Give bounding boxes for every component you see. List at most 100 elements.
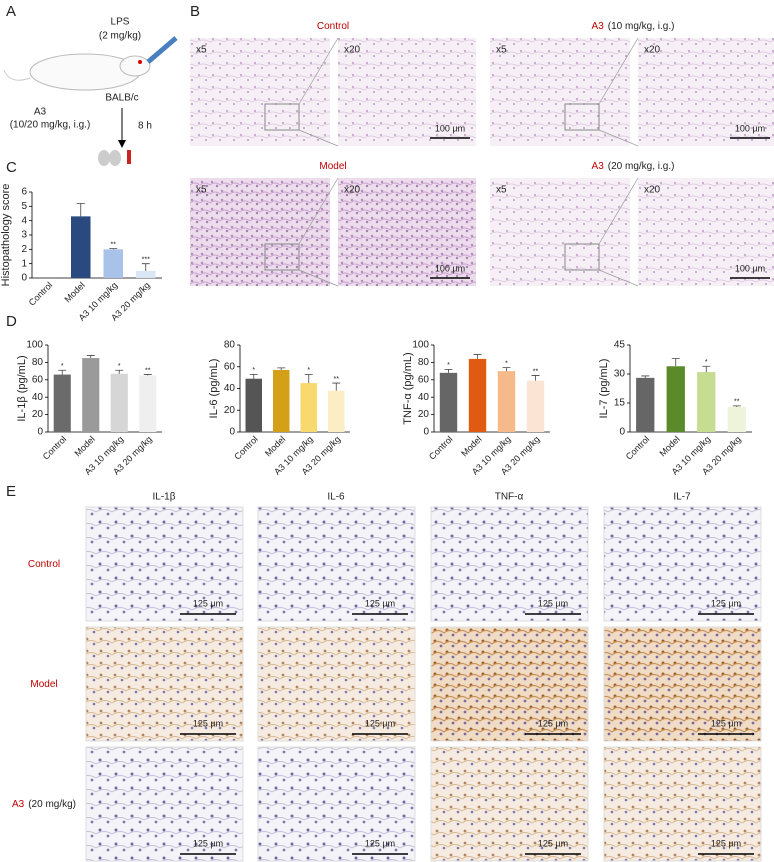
y-axis-label: IL-6 (pg/mL) [208,359,220,419]
bar [245,378,262,432]
syringe [146,36,178,64]
micrograph-low [490,38,630,146]
ihc-image [85,746,244,862]
y-tick-label: 20 [32,409,44,420]
x-tick-label: Model [72,434,96,458]
mag-label: x5 [196,185,207,196]
y-tick-label: 4 [21,215,27,226]
ihc-image [603,626,762,742]
scale-label: 125 µm [711,598,741,608]
panel-label: E [6,483,16,500]
mouse-eye [138,60,142,64]
y-tick-label: 5 [21,201,27,212]
scale-label: 100 µm [735,263,765,273]
x-tick-label: Control [232,434,260,462]
y-tick-label: 0 [619,427,625,438]
mouse-tail [3,69,31,81]
scale-label: 125 µm [365,718,395,728]
error-bar [141,263,150,271]
bar [636,377,655,432]
scale-label: 125 µm [365,838,395,848]
arrow-head [118,140,126,148]
x-tick-label: Model [459,434,483,458]
scale-label: 125 µm [538,838,568,848]
lung-icon [98,150,110,166]
error-bar [671,358,680,367]
significance: * [252,367,255,374]
scale-label: 125 µm [193,598,223,608]
bar [439,372,458,432]
group-name: A3 [592,161,605,172]
error-bar [531,375,540,381]
panel-label: C [6,159,17,176]
panel-a-text: LPS [111,17,130,28]
y-tick-label: 40 [32,392,44,403]
group-title: Model [319,161,346,172]
ihc-image [85,626,244,742]
scale-label: 125 µm [193,838,223,848]
mag-label: x5 [196,45,207,56]
zoom-line [298,129,339,147]
y-tick-label: 0 [229,427,235,438]
y-tick-label: 45 [614,340,626,351]
y-tick-label: 80 [32,357,44,368]
panel-label: B [190,3,200,20]
panel-label: A [6,3,16,20]
scale-label: 125 µm [365,598,395,608]
y-tick-label: 6 [21,187,27,198]
mag-label: x20 [644,45,661,56]
error-bar [332,382,341,391]
group-name: A3 [592,21,605,32]
ihc-image [430,746,589,862]
significance: * [447,362,450,369]
error-bar [641,375,650,378]
error-bar [115,369,124,374]
group-suffix: (10 mg/kg, i.g.) [608,21,675,32]
micrograph-low [490,178,630,286]
mag-label: x5 [496,185,507,196]
micrograph-low [190,178,330,286]
zoom-line [598,129,639,147]
group-suffix: (20 mg/kg, i.g.) [608,161,675,172]
error-bar [109,248,118,250]
bar [53,374,71,432]
scale-label: 125 µm [538,598,568,608]
panel-a-text: BALB/c [105,93,138,104]
micrograph-high [638,178,774,286]
significance: ** [533,368,539,375]
bar [300,383,317,432]
column-header: IL-6 [327,492,345,503]
row-label: Control [28,559,60,570]
y-tick-label: 1 [21,258,27,269]
column-header: IL-1β [153,492,176,503]
panel-a-text: A3 [34,107,47,118]
error-bar [277,367,286,371]
row-label: A3 (20 mg/kg) [12,799,76,810]
zoom-box [264,103,300,131]
y-tick-label: 30 [614,369,626,380]
x-tick-label: Model [263,434,287,458]
error-bar [76,203,85,217]
zoom-box [564,103,600,131]
ihc-image [257,746,416,862]
scale-label: 125 µm [538,718,568,728]
y-tick-label: 20 [224,405,236,416]
row-label: Model [30,679,57,690]
zoom-line [598,269,639,287]
bar [82,358,100,432]
group-name: Model [30,679,57,690]
error-bar [702,365,711,373]
significance: ** [111,241,117,248]
x-tick-label: Control [624,434,652,462]
error-bar [473,354,482,359]
x-tick-label: Model [62,280,86,304]
x-tick-label: Control [41,434,69,462]
y-axis-label: IL-7 (pg/mL) [598,359,610,419]
bar [136,270,156,278]
ihc-image [257,626,416,742]
y-axis-label: Histopathology score [0,184,12,287]
bar [727,406,746,432]
tube-icon [127,150,131,164]
significance: * [505,360,508,367]
